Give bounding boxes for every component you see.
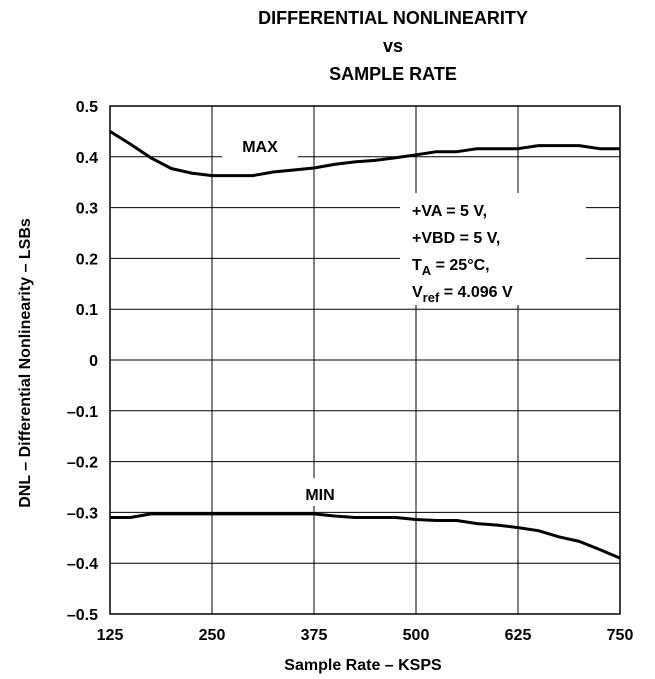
y-tick-label: 0 [89,353,98,370]
condition-ta-main: T [412,257,422,274]
chart-title-line-1: DIFFERENTIAL NONLINEARITY [258,8,528,28]
x-tick-label: 500 [403,627,430,644]
x-tick-label: 250 [199,627,226,644]
x-tick-label: 375 [301,627,328,644]
y-tick-label: 0.2 [76,251,98,268]
condition-vref-rest: = 4.096 V [439,284,513,301]
min-curve-label: MIN [305,487,334,504]
x-tick-label: 625 [505,627,532,644]
condition-ta-rest: = 25°C, [431,257,489,274]
condition-vbd: +VBD = 5 V, [412,230,500,247]
y-tick-label: 0.3 [76,201,98,218]
max-label-mask [222,128,298,162]
condition-ta: TA = 25°C, [412,257,490,278]
y-tick-label: 0.4 [76,150,98,167]
x-tick-label: 125 [97,627,124,644]
x-axis-label: Sample Rate – KSPS [284,657,442,674]
conditions-mask [400,193,586,305]
chart-title-line-3: SAMPLE RATE [329,64,457,84]
condition-vref: Vref = 4.096 V [412,284,513,305]
series-lines [109,130,621,560]
x-tick-labels: 125 250 375 500 625 750 [97,627,634,644]
y-tick-label: –0.2 [67,455,98,472]
plot-frame [109,105,621,615]
min-label-mask [287,478,357,506]
y-tick-label: 0.1 [76,302,98,319]
y-tick-label: –0.3 [67,505,98,522]
max-curve-label: MAX [242,139,278,156]
x-tick-label: 750 [607,627,634,644]
test-conditions: +VA = 5 V, +VBD = 5 V, TA = 25°C, Vref =… [412,203,513,305]
series-line-min [110,512,621,560]
chart-title-line-2: vs [383,36,403,56]
y-tick-label: –0.5 [67,607,98,624]
y-tick-label: –0.4 [67,556,98,573]
y-tick-label: –0.1 [67,404,98,421]
condition-vref-main: V [412,284,423,301]
y-tick-labels: 0.5 0.4 0.3 0.2 0.1 0 –0.1 –0.2 –0.3 –0.4 –0.5 [67,99,98,624]
series-line-max [109,130,620,178]
y-axis-label: DNL – Differential Nonlinearity – LSBs [17,218,34,508]
grid-lines [110,106,620,614]
y-tick-label: 0.5 [76,99,98,116]
condition-va: +VA = 5 V, [412,203,487,220]
condition-vref-sub: ref [423,290,440,305]
condition-ta-sub: A [422,263,432,278]
